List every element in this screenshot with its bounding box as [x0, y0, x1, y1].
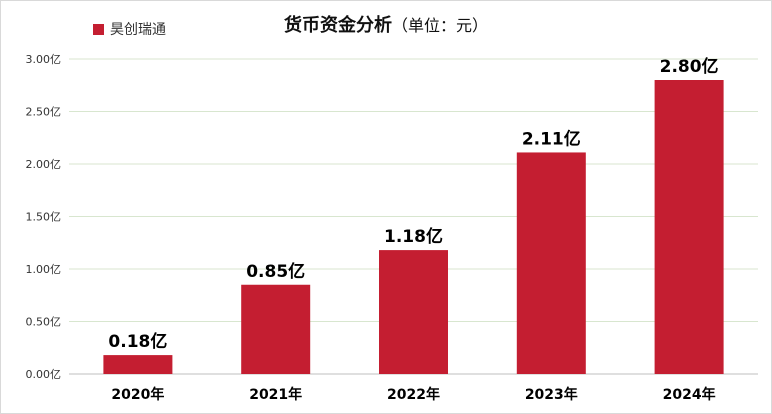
y-tick-label: 3.00亿 — [26, 53, 62, 66]
bar — [379, 250, 448, 374]
bar-data-label: 2.11亿 — [522, 128, 581, 149]
y-tick-label: 2.00亿 — [26, 158, 62, 171]
y-tick-label: 1.00亿 — [26, 263, 62, 276]
chart-title-main: 货币资金分析 — [283, 15, 392, 36]
y-tick-label: 1.50亿 — [26, 211, 62, 224]
x-tick-label: 2020年 — [111, 386, 164, 403]
y-tick-label: 0.00亿 — [26, 368, 62, 381]
bar — [654, 80, 724, 374]
bar-data-label: 2.80亿 — [660, 56, 719, 77]
y-tick-label: 0.50亿 — [26, 316, 62, 329]
x-tick-label: 2023年 — [525, 386, 578, 403]
chart-title-unit: （单位：元） — [391, 16, 488, 35]
x-tick-label: 2021年 — [249, 386, 302, 403]
bar — [241, 284, 311, 374]
legend-label: 昊创瑞通 — [110, 22, 166, 38]
x-tick-label: 2022年 — [387, 386, 440, 403]
legend-swatch — [93, 23, 104, 35]
chart-title: 货币资金分析（单位：元） — [1, 11, 771, 37]
legend: 昊创瑞通 — [93, 19, 166, 39]
bar-data-label: 0.85亿 — [246, 261, 305, 282]
y-tick-label: 2.50亿 — [26, 106, 62, 119]
x-tick-label: 2024年 — [663, 386, 716, 403]
bar — [516, 152, 586, 374]
bar-data-label: 1.18亿 — [384, 226, 443, 247]
bar — [103, 355, 173, 374]
bar-data-label: 0.18亿 — [108, 331, 167, 352]
